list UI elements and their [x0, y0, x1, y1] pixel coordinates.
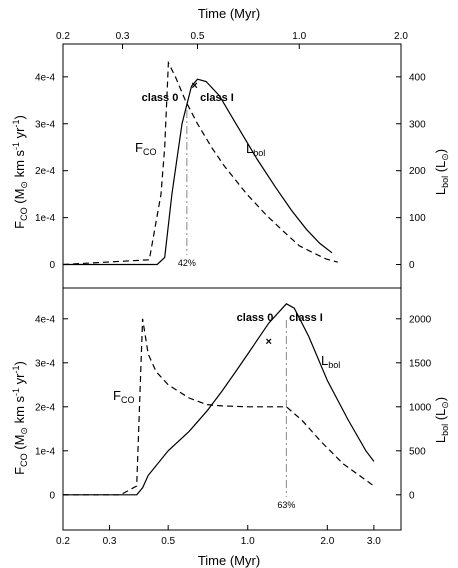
- right-y-tick-label: 1500: [409, 358, 432, 369]
- bottom-right-y-title: Lbol (L⊙): [433, 397, 450, 443]
- left-y-tick-label: 4e-4: [35, 314, 55, 325]
- right-y-tick-label: 400: [409, 72, 426, 83]
- bottom-x-tick-label: 2.0: [320, 536, 334, 547]
- fco-series-label: FCO: [135, 140, 156, 157]
- lbol-series-line: [63, 78, 333, 266]
- bottom-panel: 0.2 0.3 0.5 1.0 2.0 3.0 0 1e-4 2e-4 3e-4 4e-4 0 500 1…: [35, 303, 432, 547]
- top-panel-frame: [62, 43, 402, 289]
- top-x-tick-label: 0.5: [191, 31, 205, 42]
- bottom-panel-frame: [62, 287, 402, 531]
- left-y-tick-label: 1e-4: [35, 213, 55, 224]
- top-axis-title: Time (Myr): [198, 6, 260, 21]
- top-x-tick-label: 0.2: [56, 31, 70, 42]
- fco-series-label: FCO: [113, 388, 134, 405]
- lbol-series-label: Lbol: [321, 353, 340, 370]
- left-y-tick-label: 0: [49, 490, 55, 501]
- right-y-tick-label: 0: [409, 490, 415, 501]
- class-transition-percent: 63%: [277, 500, 295, 510]
- right-y-tick-label: 300: [409, 119, 426, 130]
- top-panel: 0.2 0.3 0.5 1.0 2.0 0 1e-4 2e-4 3e-4 4e-4 0 100 200 3…: [35, 31, 426, 271]
- marker-x: ×: [265, 336, 271, 348]
- left-y-tick-label: 3e-4: [35, 358, 55, 369]
- top-x-tick-label: 0.3: [116, 31, 130, 42]
- fco-series-line: [63, 318, 375, 496]
- bottom-x-tick-label: 3.0: [367, 536, 381, 547]
- class-transition-percent: 42%: [178, 258, 196, 268]
- bottom-axis-title: Time (Myr): [198, 553, 260, 568]
- right-y-tick-label: 100: [409, 213, 426, 224]
- class1-label: class I: [289, 312, 323, 324]
- bottom-x-tick-label: 0.5: [161, 536, 175, 547]
- right-y-tick-label: 500: [409, 446, 426, 457]
- right-y-tick-label: 2000: [409, 314, 432, 325]
- top-x-tick-label: 1.0: [292, 31, 306, 42]
- class0-label: class 0: [142, 92, 179, 104]
- fco-series-line: [62, 60, 338, 266]
- right-y-tick-label: 200: [409, 166, 426, 177]
- bottom-x-tick-label: 0.2: [56, 536, 70, 547]
- left-y-tick-label: 3e-4: [35, 119, 55, 130]
- left-y-tick-label: 4e-4: [35, 72, 55, 83]
- bottom-x-tick-label: 0.3: [103, 536, 117, 547]
- bottom-left-y-title: FCO (M⊙ km s-1 yr-1): [11, 361, 29, 475]
- left-y-tick-label: 0: [49, 260, 55, 271]
- class0-label: class 0: [237, 312, 274, 324]
- right-y-tick-label: 1000: [409, 402, 432, 413]
- left-y-tick-label: 2e-4: [35, 166, 55, 177]
- top-left-y-title: FCO (M⊙ km s-1 yr-1): [11, 115, 29, 229]
- lbol-series-label: Lbol: [246, 141, 265, 158]
- left-y-tick-label: 2e-4: [35, 402, 55, 413]
- top-right-y-title: Lbol (L⊙): [433, 149, 450, 195]
- bottom-x-tick-label: 1.0: [241, 536, 255, 547]
- marker-x: ×: [191, 80, 197, 92]
- class1-label: class I: [200, 92, 234, 104]
- top-x-tick-label: 2.0: [394, 31, 408, 42]
- left-y-tick-label: 1e-4: [35, 446, 55, 457]
- right-y-tick-label: 0: [409, 260, 415, 271]
- lbol-series-line: [63, 303, 375, 496]
